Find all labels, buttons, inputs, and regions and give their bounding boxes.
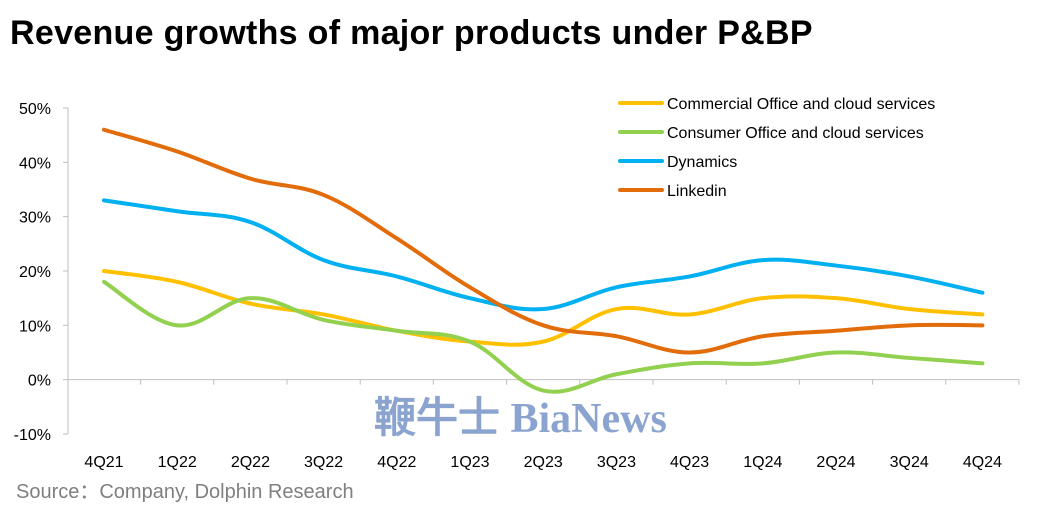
data-point-dynamics xyxy=(980,291,984,295)
data-point-dynamics xyxy=(834,264,838,268)
series-line-linkedin xyxy=(102,127,985,355)
y-tick-label: 40% xyxy=(19,155,51,172)
data-point-dynamics xyxy=(248,220,252,224)
data-point-commercial-office-and-cloud-services xyxy=(980,312,984,316)
x-tick-label: 3Q24 xyxy=(890,454,929,471)
data-point-dynamics xyxy=(102,198,106,202)
x-tick-label: 2Q24 xyxy=(816,454,855,471)
legend-label-commercial-office-and-cloud-services: Commercial Office and cloud services xyxy=(667,96,935,113)
source-note: Source：Company, Dolphin Research xyxy=(16,481,354,503)
series-line-commercial-office-and-cloud-services xyxy=(102,269,985,347)
x-tick-label: 4Q21 xyxy=(84,454,123,471)
x-tick-label: 3Q23 xyxy=(597,454,636,471)
data-point-consumer-office-and-cloud-services xyxy=(834,351,838,355)
y-tick-label: 30% xyxy=(19,210,51,227)
axes: -10% 0% 10% 20% 30% 40% 50% 4Q21 1Q22 2Q22 3Q22 4Q2… xyxy=(14,101,1020,471)
x-tick-label: 3Q22 xyxy=(304,454,343,471)
data-point-dynamics xyxy=(322,258,326,262)
data-point-linkedin xyxy=(980,323,984,327)
data-point-commercial-office-and-cloud-services xyxy=(248,302,252,306)
data-point-consumer-office-and-cloud-services xyxy=(468,340,472,344)
x-tick-label: 2Q22 xyxy=(231,454,270,471)
data-point-linkedin xyxy=(834,329,838,333)
data-point-consumer-office-and-cloud-services xyxy=(688,361,692,365)
data-point-consumer-office-and-cloud-services xyxy=(175,323,179,327)
series-line-consumer-office-and-cloud-services xyxy=(102,279,985,394)
data-point-consumer-office-and-cloud-services xyxy=(614,372,618,376)
data-point-dynamics xyxy=(395,274,399,278)
data-point-dynamics xyxy=(688,274,692,278)
data-point-commercial-office-and-cloud-services xyxy=(614,307,618,311)
data-point-linkedin xyxy=(175,149,179,153)
data-point-dynamics xyxy=(175,209,179,213)
data-point-linkedin xyxy=(248,177,252,181)
legend-label-linkedin: Linkedin xyxy=(667,183,727,200)
data-point-consumer-office-and-cloud-services xyxy=(761,361,765,365)
data-point-commercial-office-and-cloud-services xyxy=(322,312,326,316)
data-point-linkedin xyxy=(541,323,545,327)
data-point-commercial-office-and-cloud-services xyxy=(541,340,545,344)
data-point-commercial-office-and-cloud-services xyxy=(907,307,911,311)
data-point-dynamics xyxy=(541,307,545,311)
y-tick-label: 50% xyxy=(19,101,51,118)
y-tick-label: -10% xyxy=(14,427,51,444)
watermark: 鞭牛士 BiaNews xyxy=(374,396,667,442)
data-point-commercial-office-and-cloud-services xyxy=(175,280,179,284)
data-point-commercial-office-and-cloud-services xyxy=(834,296,838,300)
y-tick-label: 10% xyxy=(19,318,51,335)
legend: Commercial Office and cloud services Cons… xyxy=(618,96,935,200)
x-tick-label: 4Q22 xyxy=(377,454,416,471)
legend-label-dynamics: Dynamics xyxy=(667,154,737,171)
data-point-linkedin xyxy=(614,334,618,338)
x-tick-label: 1Q22 xyxy=(158,454,197,471)
data-point-commercial-office-and-cloud-services xyxy=(688,312,692,316)
data-point-consumer-office-and-cloud-services xyxy=(907,356,911,360)
data-point-dynamics xyxy=(761,258,765,262)
x-tick-label: 2Q23 xyxy=(524,454,563,471)
y-tick-label: 20% xyxy=(19,264,51,281)
data-point-dynamics xyxy=(468,296,472,300)
data-point-commercial-office-and-cloud-services xyxy=(761,296,765,300)
data-point-commercial-office-and-cloud-services xyxy=(102,269,106,273)
x-tick-label: 4Q23 xyxy=(670,454,709,471)
x-tick-label: 4Q24 xyxy=(963,454,1002,471)
data-point-consumer-office-and-cloud-services xyxy=(322,318,326,322)
data-point-linkedin xyxy=(761,334,765,338)
data-point-linkedin xyxy=(322,193,326,197)
data-point-consumer-office-and-cloud-services xyxy=(980,361,984,365)
series-lines xyxy=(102,127,985,394)
series-line-dynamics xyxy=(102,198,985,312)
data-point-dynamics xyxy=(614,285,618,289)
data-point-linkedin xyxy=(688,351,692,355)
data-point-consumer-office-and-cloud-services xyxy=(248,296,252,300)
chart-title: Revenue growths of major products under … xyxy=(10,14,813,52)
data-point-linkedin xyxy=(468,285,472,289)
legend-label-consumer-office-and-cloud-services: Consumer Office and cloud services xyxy=(667,125,924,142)
data-point-consumer-office-and-cloud-services xyxy=(102,280,106,284)
y-tick-label: 0% xyxy=(28,373,51,390)
x-tick-label: 1Q23 xyxy=(450,454,489,471)
data-point-linkedin xyxy=(907,323,911,327)
data-point-linkedin xyxy=(395,236,399,240)
data-point-dynamics xyxy=(907,274,911,278)
data-point-linkedin xyxy=(102,128,106,132)
data-point-consumer-office-and-cloud-services xyxy=(395,329,399,333)
x-tick-label: 1Q24 xyxy=(743,454,782,471)
